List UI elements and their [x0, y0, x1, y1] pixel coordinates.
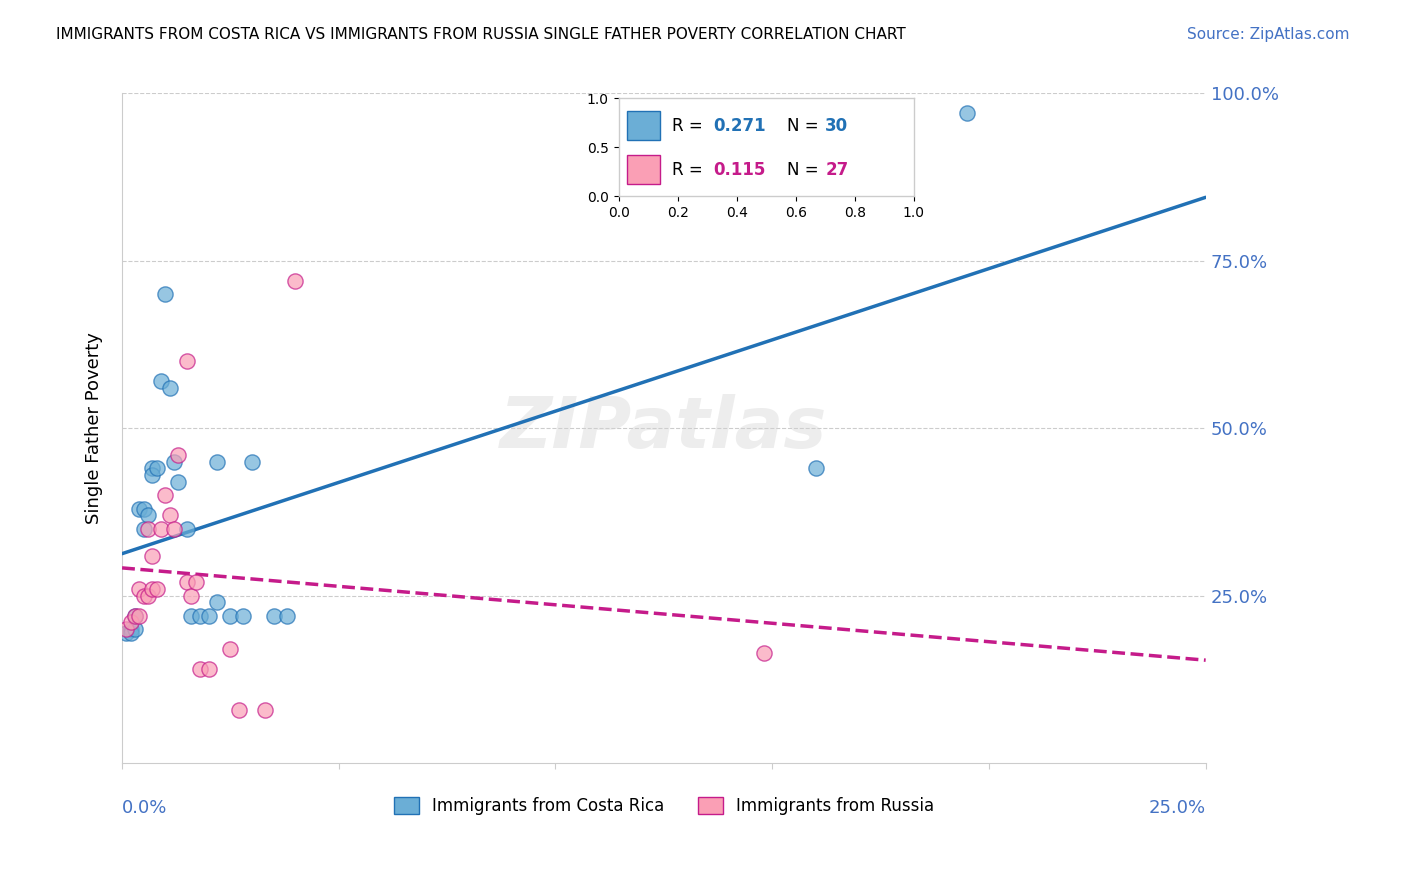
- Point: [128, 608, 150, 623]
- FancyBboxPatch shape: [627, 155, 659, 185]
- Point: [219, 608, 242, 623]
- Text: ZIPatlas: ZIPatlas: [501, 393, 828, 463]
- Point: [145, 582, 167, 596]
- Point: [956, 106, 979, 120]
- Point: [159, 381, 181, 395]
- Point: [284, 274, 307, 288]
- Point: [752, 646, 775, 660]
- Point: [124, 608, 146, 623]
- Point: [228, 702, 250, 716]
- Point: [124, 622, 146, 636]
- Point: [136, 589, 159, 603]
- Point: [167, 448, 190, 462]
- Point: [141, 582, 163, 596]
- Point: [115, 622, 138, 636]
- Point: [188, 662, 211, 676]
- Text: R =: R =: [672, 161, 707, 178]
- Point: [141, 549, 163, 563]
- Point: [136, 508, 159, 523]
- Point: [163, 455, 186, 469]
- Point: [180, 589, 202, 603]
- Point: [132, 589, 155, 603]
- Text: IMMIGRANTS FROM COSTA RICA VS IMMIGRANTS FROM RUSSIA SINGLE FATHER POVERTY CORRE: IMMIGRANTS FROM COSTA RICA VS IMMIGRANTS…: [56, 27, 905, 42]
- Point: [197, 608, 219, 623]
- Point: [197, 662, 219, 676]
- Point: [276, 608, 298, 623]
- Point: [128, 501, 150, 516]
- Point: [120, 625, 142, 640]
- Point: [207, 455, 229, 469]
- Point: [207, 595, 229, 609]
- Text: Source: ZipAtlas.com: Source: ZipAtlas.com: [1187, 27, 1350, 42]
- Point: [254, 702, 277, 716]
- Point: [132, 522, 155, 536]
- FancyBboxPatch shape: [627, 111, 659, 140]
- Point: [159, 508, 181, 523]
- Point: [263, 608, 285, 623]
- Point: [188, 608, 211, 623]
- Point: [232, 608, 254, 623]
- Point: [219, 642, 242, 657]
- Text: 0.115: 0.115: [713, 161, 765, 178]
- Y-axis label: Single Father Poverty: Single Father Poverty: [86, 333, 103, 524]
- Point: [120, 622, 142, 636]
- Legend: Immigrants from Costa Rica, Immigrants from Russia: Immigrants from Costa Rica, Immigrants f…: [387, 790, 941, 822]
- Point: [155, 488, 177, 502]
- Point: [115, 625, 138, 640]
- Point: [124, 608, 146, 623]
- Text: 0.0%: 0.0%: [122, 799, 167, 817]
- Point: [132, 501, 155, 516]
- Point: [145, 461, 167, 475]
- Text: N =: N =: [787, 161, 824, 178]
- Point: [120, 615, 142, 630]
- Point: [176, 575, 198, 590]
- Point: [136, 522, 159, 536]
- Point: [184, 575, 207, 590]
- Point: [141, 461, 163, 475]
- Point: [141, 468, 163, 483]
- Point: [128, 582, 150, 596]
- Point: [176, 354, 198, 368]
- Point: [240, 455, 263, 469]
- Point: [180, 608, 202, 623]
- Text: 27: 27: [825, 161, 849, 178]
- Text: N =: N =: [787, 117, 824, 135]
- Point: [176, 522, 198, 536]
- Text: 25.0%: 25.0%: [1149, 799, 1206, 817]
- Point: [804, 461, 827, 475]
- Point: [155, 287, 177, 301]
- Point: [150, 375, 173, 389]
- Point: [163, 522, 186, 536]
- Point: [150, 522, 173, 536]
- Text: 30: 30: [825, 117, 848, 135]
- Text: 0.271: 0.271: [713, 117, 766, 135]
- Point: [167, 475, 190, 489]
- Text: R =: R =: [672, 117, 707, 135]
